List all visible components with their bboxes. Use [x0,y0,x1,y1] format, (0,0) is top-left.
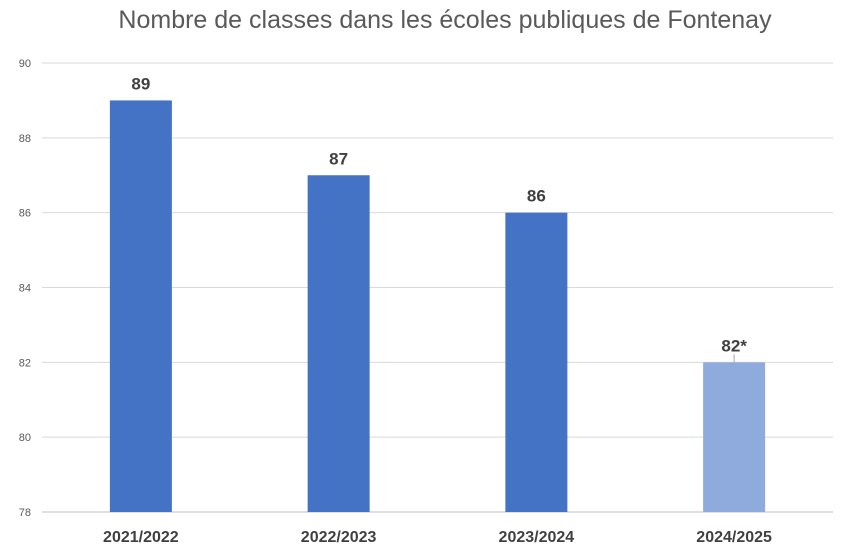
data-label: 82* [721,336,747,355]
y-tick-label: 84 [19,283,31,295]
data-labels: 89 87 86 82* [131,74,747,363]
x-category-label: 2022/2023 [301,529,377,545]
y-tick-label: 78 [19,507,31,519]
bar [703,362,766,512]
y-tick-label: 82 [19,357,31,369]
data-label: 86 [527,187,546,206]
y-tick-label: 86 [19,208,31,220]
x-category-label: 2021/2022 [103,529,179,545]
chart-title: Nombre de classes dans les écoles publiq… [118,6,772,34]
data-label: 87 [329,149,348,168]
y-tick-label: 80 [19,432,31,444]
x-axis: 2021/2022 2022/2023 2023/2024 2024/2025 [103,529,772,545]
bar [505,212,568,512]
y-tick-label: 90 [19,58,31,70]
y-tick-label: 88 [19,133,31,145]
gridlines [42,62,833,513]
bars [109,100,766,513]
data-label: 89 [131,74,150,93]
bar [307,175,370,512]
y-axis: 78 80 82 84 86 88 90 [19,58,31,519]
bar [109,100,172,513]
x-category-label: 2023/2024 [499,529,575,545]
x-category-label: 2024/2025 [696,529,772,545]
